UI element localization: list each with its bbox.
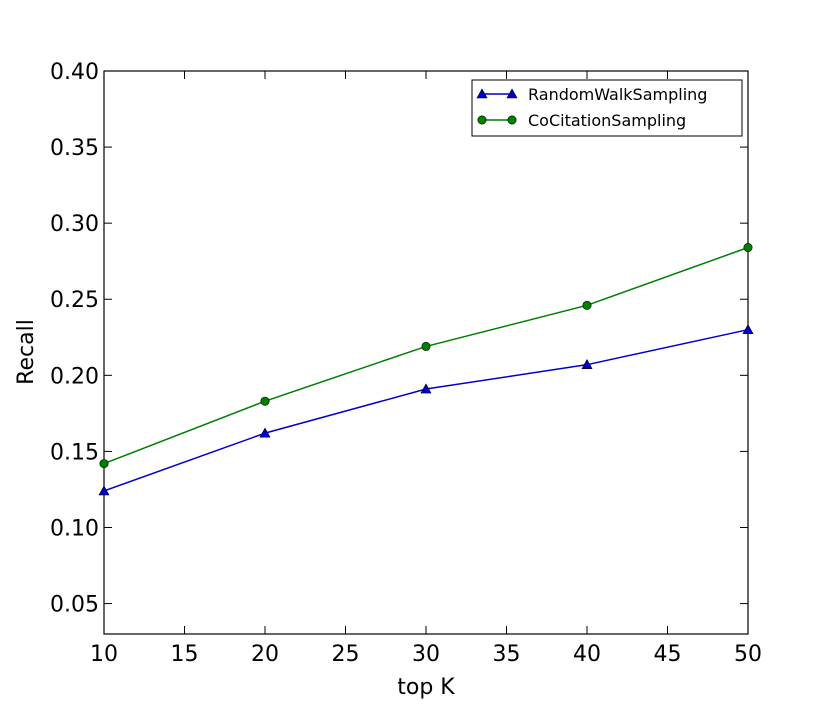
data-point-randomwalksampling [420, 383, 432, 394]
x-tick-label: 50 [734, 642, 762, 667]
x-tick-label: 20 [251, 642, 279, 667]
x-tick-label: 10 [90, 642, 118, 667]
data-point-randomwalksampling [98, 485, 110, 496]
y-tick-label: 0.35 [50, 136, 99, 161]
y-tick-label: 0.25 [50, 288, 99, 313]
x-tick-label: 15 [171, 642, 199, 667]
axis-ticks: 10 15 20 25 30 35 40 45 50 0.05 0.10 0.15 0.20 0.25 0.… [50, 60, 762, 667]
legend-box [471, 79, 743, 137]
series-cocitationsampling [99, 243, 753, 469]
data-point-cocitationsampling [260, 396, 270, 406]
x-tick-label: 40 [573, 642, 601, 667]
legend-item-cocitationsampling: CoCitationSampling [477, 111, 686, 130]
legend: RandomWalkSampling CoCitationSampling [471, 79, 743, 137]
y-tick-label: 0.40 [50, 60, 99, 85]
data-point-randomwalksampling [742, 324, 754, 334]
y-tick-label: 0.30 [50, 212, 99, 237]
data-point-cocitationsampling [743, 243, 753, 253]
x-axis-label: top K [397, 675, 455, 700]
x-tick-label: 25 [332, 642, 360, 667]
y-tick-label: 0.10 [50, 516, 99, 541]
legend-items: RandomWalkSampling CoCitationSampling [476, 85, 707, 130]
x-tick-label: 45 [654, 642, 682, 667]
data-point-cocitationsampling [582, 300, 592, 310]
y-tick-label: 0.15 [50, 440, 99, 465]
legend-label-randomwalksampling: RandomWalkSampling [528, 85, 707, 104]
data-point-cocitationsampling [421, 341, 431, 351]
data-point-randomwalksampling [581, 359, 593, 369]
data-point-randomwalksampling [259, 427, 271, 438]
legend-marker-cocitationsampling [477, 115, 487, 125]
x-tick-label: 35 [493, 642, 521, 667]
series-layer [98, 243, 754, 496]
legend-marker-randomwalksampling [476, 88, 488, 99]
data-point-cocitationsampling [99, 459, 109, 469]
y-axis-label: Recall [14, 319, 39, 385]
y-tick-label: 0.20 [50, 364, 99, 389]
legend-marker-cocitationsampling [507, 115, 517, 125]
legend-label-cocitationsampling: CoCitationSampling [528, 111, 686, 130]
y-tick-label: 0.05 [50, 593, 99, 618]
series-randomwalksampling [98, 324, 754, 496]
plot-area [103, 70, 749, 635]
x-tick-label: 30 [412, 642, 440, 667]
legend-marker-randomwalksampling [506, 88, 518, 99]
legend-item-randomwalksampling: RandomWalkSampling [476, 85, 707, 104]
